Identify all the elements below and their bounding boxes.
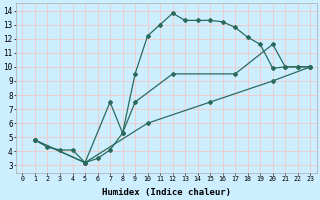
X-axis label: Humidex (Indice chaleur): Humidex (Indice chaleur) [102, 188, 231, 197]
